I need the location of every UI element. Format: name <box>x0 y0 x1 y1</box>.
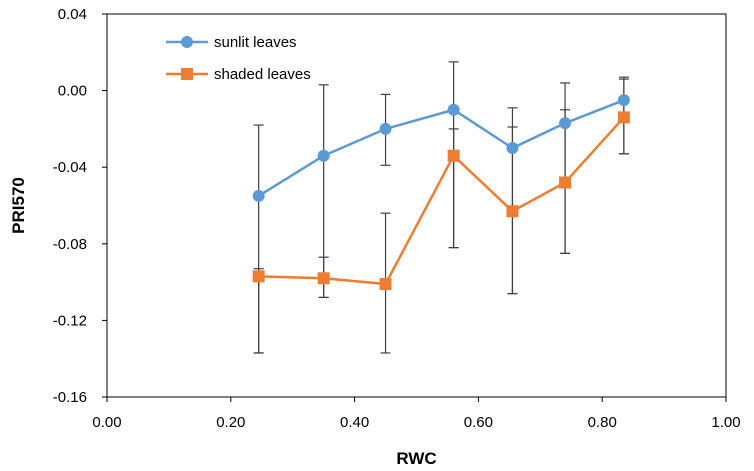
error-bars <box>253 61 629 354</box>
data-point-sunlit <box>617 94 630 107</box>
y-tick-label: -0.12 <box>53 312 87 329</box>
x-tick-label: 1.00 <box>711 414 740 431</box>
legend-marker-shaded <box>181 68 193 80</box>
x-tick-label: 0.60 <box>464 414 493 431</box>
legend-marker-sunlit <box>181 36 193 48</box>
y-axis-title: PRI570 <box>9 177 28 234</box>
y-tick-label: 0.04 <box>58 6 87 23</box>
x-axis-title: RWC <box>396 449 436 468</box>
legend-label-sunlit: sunlit leaves <box>214 34 297 51</box>
x-tick-label: 0.00 <box>92 414 121 431</box>
y-tick-label: -0.16 <box>53 389 87 406</box>
data-point-sunlit <box>447 103 460 116</box>
data-point-shaded <box>617 111 630 124</box>
data-point-shaded <box>317 272 330 285</box>
data-point-sunlit <box>317 149 330 162</box>
y-tick-label: -0.08 <box>53 236 87 253</box>
x-tick-label: 0.40 <box>340 414 369 431</box>
legend-label-shaded: shaded leaves <box>214 66 311 83</box>
plot-frame <box>106 13 727 398</box>
series-line-shaded <box>258 116 625 286</box>
data-point-shaded <box>447 149 460 162</box>
data-point-sunlit <box>379 122 392 135</box>
data-point-shaded <box>252 270 265 283</box>
data-point-sunlit <box>252 189 265 202</box>
x-tick-label: 0.20 <box>216 414 245 431</box>
data-point-shaded <box>506 205 519 218</box>
data-point-shaded <box>379 278 392 291</box>
series-group <box>252 94 630 291</box>
data-point-sunlit <box>506 142 519 155</box>
x-tick-label: 0.80 <box>588 414 617 431</box>
legend: sunlit leaves shaded leaves <box>166 34 311 83</box>
data-point-sunlit <box>559 117 572 130</box>
data-point-shaded <box>559 176 572 189</box>
y-tick-label: 0.00 <box>58 83 87 100</box>
y-tick-label: -0.04 <box>53 159 87 176</box>
axes: 0.00 0.20 0.40 0.60 0.80 1.00 0.04 0.00 -0.04 -0.… <box>53 6 741 431</box>
